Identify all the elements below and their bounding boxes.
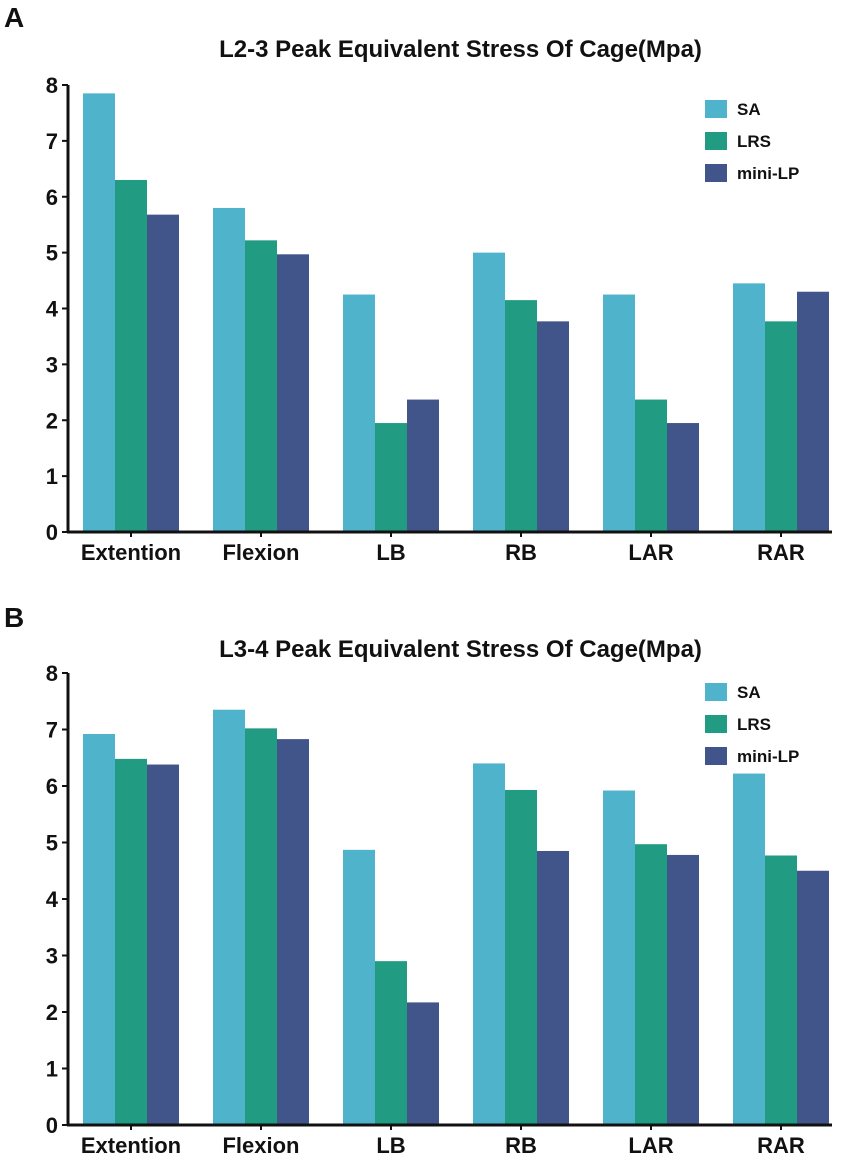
y-tick-label: 0 — [46, 1113, 58, 1138]
bar-mini-lp-lar — [667, 423, 699, 532]
bar-sa-lar — [603, 790, 635, 1125]
y-tick-label: 6 — [46, 185, 58, 210]
bar-sa-extention — [83, 93, 115, 532]
legend-swatch-lrs — [705, 132, 727, 150]
y-tick-label: 6 — [46, 774, 58, 799]
y-tick-label: 3 — [46, 944, 58, 969]
legend-swatch-lrs — [705, 715, 727, 733]
legend-label: SA — [737, 100, 761, 119]
bar-lrs-flexion — [245, 240, 277, 532]
bar-sa-extention — [83, 734, 115, 1125]
bar-lrs-extention — [115, 758, 147, 1125]
legend-swatch-mini-lp — [705, 747, 727, 765]
bar-lrs-extention — [115, 179, 147, 533]
y-tick-label: 5 — [46, 831, 58, 856]
bar-mini-lp-extention — [147, 764, 179, 1125]
bar-mini-lp-lb — [407, 399, 439, 532]
legend-label: mini-LP — [737, 747, 799, 766]
bar-mini-lp-flexion — [277, 739, 309, 1125]
panel-letter: B — [4, 602, 25, 633]
bar-lrs-lar — [635, 844, 667, 1125]
legend-label: mini-LP — [737, 164, 799, 183]
bar-lrs-lb — [375, 423, 407, 532]
bar-chart: Extention Flexion LB RB LAR RAR 0 1 2 3 4 5 6 7 8 SA LRS… — [46, 73, 832, 565]
bar-mini-lp-rb — [537, 850, 569, 1125]
bar-sa-rb — [473, 763, 505, 1125]
legend-label: SA — [737, 683, 761, 702]
x-tick-label: RB — [505, 540, 537, 565]
bar-mini-lp-flexion — [277, 254, 309, 532]
bar-mini-lp-rar — [797, 870, 829, 1125]
bar-mini-lp-lb — [407, 1002, 439, 1125]
bar-lrs-flexion — [245, 728, 277, 1125]
bar-sa-rar — [733, 283, 765, 532]
bar-sa-lb — [343, 294, 375, 532]
x-tick-label: RB — [505, 1133, 537, 1158]
y-tick-label: 4 — [46, 297, 59, 322]
bar-mini-lp-rar — [797, 291, 829, 532]
chart-title: L2-3 Peak Equivalent Stress Of Cage(Mpa) — [219, 36, 702, 63]
x-tick-label: LB — [376, 1133, 405, 1158]
legend-swatch-sa — [705, 683, 727, 701]
panel-letter: A — [4, 2, 25, 33]
x-tick-label: LAR — [628, 1133, 673, 1158]
y-tick-label: 2 — [46, 408, 58, 433]
bar-mini-lp-extention — [147, 214, 179, 532]
y-tick-label: 2 — [46, 1000, 58, 1025]
legend-label: LRS — [737, 132, 771, 151]
x-tick-label: RAR — [757, 540, 805, 565]
x-tick-label: LB — [376, 540, 405, 565]
y-tick-label: 1 — [46, 464, 58, 489]
bar-lrs-lar — [635, 399, 667, 532]
legend-swatch-sa — [705, 100, 727, 118]
bar-sa-lar — [603, 294, 635, 532]
bar-chart: Extention Flexion LB RB LAR RAR 0 1 2 3 4 5 6 7 8 SA LRS… — [46, 661, 832, 1158]
y-tick-label: 8 — [46, 661, 58, 686]
bar-sa-flexion — [213, 207, 245, 533]
x-tick-label: Flexion — [222, 1133, 299, 1158]
chart-title: L3-4 Peak Equivalent Stress Of Cage(Mpa) — [219, 636, 702, 663]
bar-lrs-lb — [375, 961, 407, 1125]
bar-sa-flexion — [213, 709, 245, 1125]
bar-sa-rar — [733, 773, 765, 1125]
x-tick-label: LAR — [628, 540, 673, 565]
x-tick-label: Flexion — [222, 540, 299, 565]
y-tick-label: 4 — [46, 887, 59, 912]
bar-lrs-rar — [765, 321, 797, 532]
bar-lrs-rb — [505, 300, 537, 532]
y-tick-label: 8 — [46, 73, 58, 98]
chart-panel-a: A L2-3 Peak Equivalent Stress Of Cage(Mp… — [0, 0, 851, 575]
y-tick-label: 0 — [46, 520, 58, 545]
y-tick-label: 5 — [46, 241, 58, 266]
bar-lrs-rar — [765, 855, 797, 1125]
y-tick-label: 7 — [46, 129, 58, 154]
chart-panel-b: B L3-4 Peak Equivalent Stress Of Cage(Mp… — [0, 600, 851, 1158]
x-tick-label: Extention — [81, 540, 181, 565]
bar-sa-lb — [343, 849, 375, 1125]
y-tick-label: 7 — [46, 718, 58, 743]
legend-label: LRS — [737, 715, 771, 734]
bar-lrs-rb — [505, 789, 537, 1125]
y-tick-label: 1 — [46, 1057, 58, 1082]
bar-mini-lp-rb — [537, 321, 569, 532]
x-tick-label: RAR — [757, 1133, 805, 1158]
x-tick-label: Extention — [81, 1133, 181, 1158]
bar-sa-rb — [473, 252, 505, 532]
legend-swatch-mini-lp — [705, 164, 727, 182]
y-tick-label: 3 — [46, 352, 58, 377]
bar-mini-lp-lar — [667, 854, 699, 1125]
